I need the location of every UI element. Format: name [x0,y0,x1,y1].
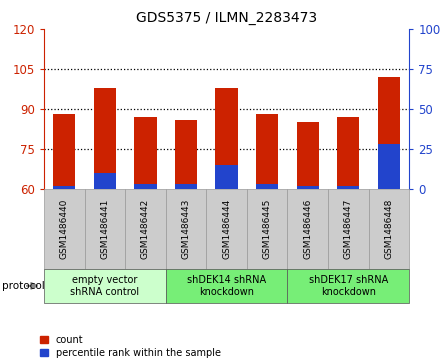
Bar [378,77,400,189]
Bar [297,185,319,189]
Bar [175,119,197,189]
Text: GSM1486448: GSM1486448 [385,199,393,259]
Bar [134,184,157,189]
Text: GSM1486442: GSM1486442 [141,199,150,259]
Bar [378,144,400,189]
Text: GSM1486443: GSM1486443 [182,199,191,259]
Bar [337,117,359,189]
Title: GDS5375 / ILMN_2283473: GDS5375 / ILMN_2283473 [136,11,317,25]
Text: empty vector
shRNA control: empty vector shRNA control [70,275,139,297]
Text: shDEK14 shRNA
knockdown: shDEK14 shRNA knockdown [187,275,266,297]
Text: GSM1486444: GSM1486444 [222,199,231,259]
Text: protocol: protocol [2,281,45,291]
Text: GSM1486446: GSM1486446 [303,199,312,259]
Bar [216,87,238,189]
Text: GSM1486441: GSM1486441 [100,199,110,259]
Bar [256,184,279,189]
Bar [53,114,75,189]
Text: GSM1486445: GSM1486445 [263,199,271,259]
Legend: count, percentile rank within the sample: count, percentile rank within the sample [40,335,220,358]
Bar [53,185,75,189]
Bar [175,184,197,189]
Text: GSM1486447: GSM1486447 [344,199,353,259]
Bar [216,165,238,189]
Bar [94,173,116,189]
Bar [297,122,319,189]
Bar [94,87,116,189]
Bar [134,117,157,189]
Bar [256,114,279,189]
Bar [337,185,359,189]
Text: GSM1486440: GSM1486440 [60,199,69,259]
Text: shDEK17 shRNA
knockdown: shDEK17 shRNA knockdown [309,275,388,297]
